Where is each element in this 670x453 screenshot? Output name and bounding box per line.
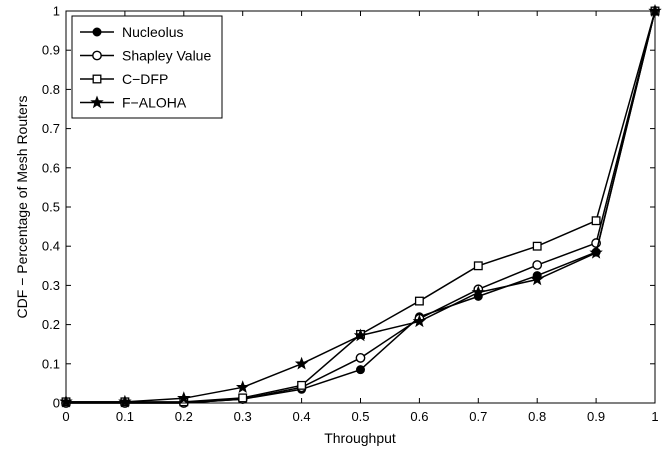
data-point-c-dfp xyxy=(414,296,424,306)
x-tick-label: 0.9 xyxy=(587,409,605,424)
y-tick-label: 0.5 xyxy=(42,200,60,215)
legend-label: Nucleolus xyxy=(122,24,183,40)
x-tick-label: 0.8 xyxy=(528,409,546,424)
y-axis-title: CDF − Percentage of Mesh Routers xyxy=(14,96,30,319)
data-point-c-dfp xyxy=(238,393,248,403)
legend-label: C−DFP xyxy=(122,71,168,87)
data-point-c-dfp xyxy=(591,216,601,226)
data-point-f-aloha xyxy=(353,328,368,342)
data-point-f-aloha xyxy=(530,272,544,286)
legend-item-c-dfp: C−DFP xyxy=(80,71,168,87)
y-tick-label: 0.1 xyxy=(42,356,60,371)
y-tick-label: 0.4 xyxy=(42,239,60,254)
data-point-f-aloha xyxy=(177,391,191,405)
legend-marker xyxy=(92,74,102,84)
legend-item-f-aloha: F−ALOHA xyxy=(80,95,187,111)
x-tick-label: 0 xyxy=(62,409,69,424)
legend-marker xyxy=(90,95,104,109)
data-point-c-dfp xyxy=(473,261,483,271)
y-tick-label: 1 xyxy=(53,4,60,19)
x-tick-label: 0.3 xyxy=(234,409,252,424)
data-point-f-aloha xyxy=(589,245,603,259)
x-axis-title: Throughput xyxy=(324,430,396,446)
legend-label: F−ALOHA xyxy=(122,95,187,111)
data-point-c-dfp xyxy=(297,380,307,390)
plot-frame xyxy=(65,10,656,404)
data-point-f-aloha xyxy=(294,356,309,370)
x-tick-label: 1 xyxy=(651,409,658,424)
y-tick-label: 0.6 xyxy=(42,160,60,175)
data-point-c-dfp xyxy=(532,241,542,251)
data-point-shapley-value xyxy=(532,260,543,270)
legend-item-shapley-value: Shapley Value xyxy=(80,48,211,64)
y-tick-label: 0.3 xyxy=(42,278,60,293)
legend-item-nucleolus: Nucleolus xyxy=(80,24,183,40)
y-tick-label: 0.9 xyxy=(42,43,60,58)
legend-marker xyxy=(92,50,102,61)
y-tick-label: 0 xyxy=(53,396,60,411)
data-point-f-aloha xyxy=(118,394,132,408)
data-point-shapley-value xyxy=(355,353,366,363)
data-point-f-aloha xyxy=(471,285,486,299)
x-tick-label: 0.7 xyxy=(469,409,487,424)
data-point-nucleolus xyxy=(356,365,365,375)
data-point-f-aloha xyxy=(235,380,250,394)
legend-label: Shapley Value xyxy=(122,48,211,64)
x-tick-label: 0.6 xyxy=(410,409,428,424)
x-tick-label: 0.2 xyxy=(175,409,193,424)
x-tick-label: 0.5 xyxy=(351,409,369,424)
legend-marker xyxy=(92,27,102,37)
x-tick-label: 0.1 xyxy=(116,409,134,424)
x-tick-label: 0.4 xyxy=(293,409,311,424)
y-tick-label: 0.8 xyxy=(42,82,60,97)
y-tick-label: 0.2 xyxy=(42,317,60,332)
y-tick-label: 0.7 xyxy=(42,121,60,136)
data-point-f-aloha xyxy=(412,314,427,328)
